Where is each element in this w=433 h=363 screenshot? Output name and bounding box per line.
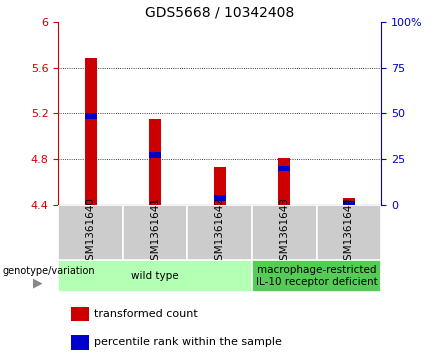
Bar xyxy=(85,58,97,205)
Bar xyxy=(123,205,187,260)
Bar xyxy=(278,166,290,171)
Bar xyxy=(71,335,89,350)
Bar xyxy=(149,152,161,158)
Text: GSM1361644: GSM1361644 xyxy=(344,197,354,267)
Text: macrophage-restricted
IL-10 receptor deficient: macrophage-restricted IL-10 receptor def… xyxy=(255,265,378,287)
Bar xyxy=(149,119,161,205)
Bar xyxy=(58,260,252,292)
Text: wild type: wild type xyxy=(132,271,179,281)
Bar xyxy=(58,205,123,260)
Bar xyxy=(252,260,381,292)
Text: GSM1361640: GSM1361640 xyxy=(86,197,96,267)
Text: GSM1361642: GSM1361642 xyxy=(215,197,225,267)
Text: GSM1361641: GSM1361641 xyxy=(150,197,160,267)
Bar xyxy=(343,198,355,205)
Text: GSM1361643: GSM1361643 xyxy=(279,197,289,267)
Bar xyxy=(214,167,226,205)
Bar xyxy=(252,205,317,260)
Text: ▶: ▶ xyxy=(33,276,43,289)
Bar xyxy=(85,113,97,119)
Bar xyxy=(343,201,355,207)
Bar xyxy=(317,205,381,260)
Title: GDS5668 / 10342408: GDS5668 / 10342408 xyxy=(145,5,294,19)
Text: percentile rank within the sample: percentile rank within the sample xyxy=(94,337,282,347)
Text: genotype/variation: genotype/variation xyxy=(3,266,96,276)
Bar xyxy=(278,158,290,205)
Bar xyxy=(214,195,226,201)
Bar xyxy=(187,205,252,260)
Text: transformed count: transformed count xyxy=(94,309,198,319)
Bar xyxy=(71,307,89,321)
